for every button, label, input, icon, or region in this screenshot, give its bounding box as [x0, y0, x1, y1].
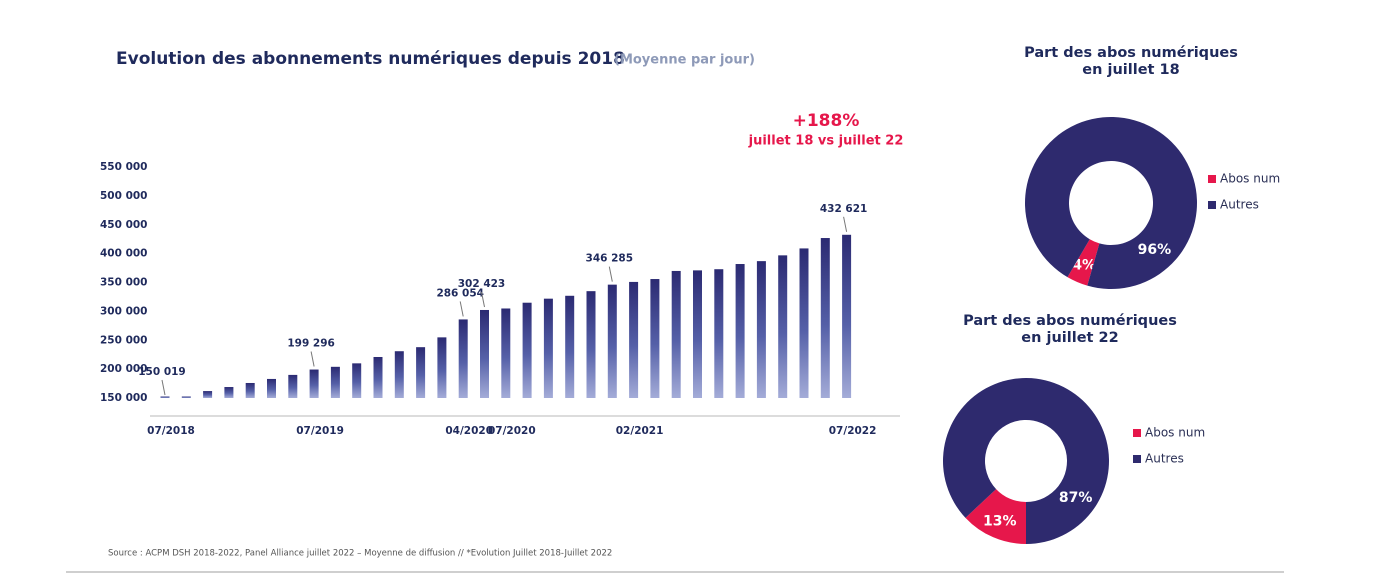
bar	[245, 382, 255, 398]
leader-line	[310, 351, 315, 367]
bar	[203, 391, 213, 398]
leader-line	[843, 216, 848, 232]
chart-title: Evolution des abonnements numériques dep…	[116, 49, 625, 69]
y-tick-label: 200 000	[100, 363, 148, 375]
donut-title: en juillet 18	[1082, 62, 1179, 78]
x-tick-label: 07/2022	[829, 425, 877, 437]
x-tick-label: 07/2018	[147, 425, 195, 437]
bar	[522, 302, 532, 398]
donut-slice	[1067, 239, 1100, 286]
y-tick-label: 500 000	[100, 190, 148, 202]
bar	[181, 396, 191, 398]
bar	[480, 309, 489, 398]
data-label: 346 285	[586, 253, 634, 265]
y-tick-label: 150 000	[100, 392, 148, 404]
bar	[330, 366, 340, 398]
y-tick-label: 300 000	[100, 305, 148, 317]
x-tick-label: 02/2021	[616, 425, 664, 437]
bar	[373, 356, 383, 398]
bar	[799, 248, 809, 398]
donut-title: en juillet 22	[1021, 330, 1118, 346]
bar	[820, 238, 830, 398]
donut-title: Part des abos numériques	[1024, 45, 1238, 61]
bar	[501, 308, 511, 398]
data-label: 150 019	[138, 366, 186, 378]
legend-label: Abos num	[1220, 172, 1280, 186]
donut-slice	[1025, 117, 1198, 290]
slice-label: 4%	[1072, 258, 1096, 274]
source: Source : ACPM DSH 2018-2022, Panel Allia…	[108, 549, 612, 559]
slice-label: 87%	[1059, 490, 1093, 506]
bar	[650, 279, 660, 398]
bar	[437, 337, 447, 398]
bar	[160, 396, 170, 398]
bar	[607, 284, 617, 398]
bar	[714, 269, 724, 398]
bar	[267, 378, 276, 398]
y-tick-label: 400 000	[100, 248, 148, 260]
data-label: 432 621	[820, 203, 868, 215]
bar	[543, 298, 553, 398]
data-label: 286 054	[436, 287, 484, 299]
annotation: +188%	[793, 111, 860, 131]
bar	[288, 374, 298, 398]
bar	[394, 351, 404, 398]
chart-subtitle: (Moyenne par jour)	[614, 53, 755, 68]
bar	[778, 255, 788, 398]
x-tick-label: 04/2020	[445, 425, 493, 437]
annotation: juillet 18 vs juillet 22	[748, 134, 904, 149]
legend-label: Autres	[1145, 452, 1184, 466]
legend-swatch	[1133, 455, 1141, 463]
data-label: 302 423	[458, 278, 506, 290]
bar	[224, 387, 234, 398]
leader-line	[459, 301, 464, 317]
data-label: 199 296	[287, 338, 335, 350]
x-tick-label: 07/2019	[296, 425, 344, 437]
y-tick-label: 450 000	[100, 219, 148, 231]
leader-line	[481, 291, 485, 308]
bar	[586, 291, 596, 398]
bar	[842, 234, 852, 398]
donut-slice	[943, 377, 1109, 544]
y-tick-label: 350 000	[100, 277, 148, 289]
bar	[735, 264, 745, 398]
bar	[629, 281, 639, 398]
y-tick-label: 250 000	[100, 334, 148, 346]
legend-swatch	[1208, 201, 1216, 209]
legend-label: Autres	[1220, 198, 1259, 212]
leader-line	[608, 266, 613, 282]
legend-label: Abos num	[1145, 426, 1205, 440]
y-tick-label: 550 000	[100, 161, 148, 173]
bar	[458, 319, 468, 398]
leader-line	[161, 379, 166, 396]
bar	[352, 363, 362, 398]
bar	[416, 347, 426, 398]
legend-swatch	[1208, 175, 1216, 183]
bar	[693, 270, 702, 398]
donut-title: Part des abos numériques	[963, 313, 1177, 329]
bar	[565, 295, 575, 398]
legend-swatch	[1133, 429, 1141, 437]
x-tick-label: 07/2020	[488, 425, 536, 437]
slice-label: 13%	[983, 514, 1017, 530]
bar	[756, 261, 766, 398]
donut-slice	[965, 489, 1026, 544]
slice-label: 96%	[1138, 242, 1172, 258]
bar	[309, 369, 319, 398]
bar	[671, 270, 681, 398]
